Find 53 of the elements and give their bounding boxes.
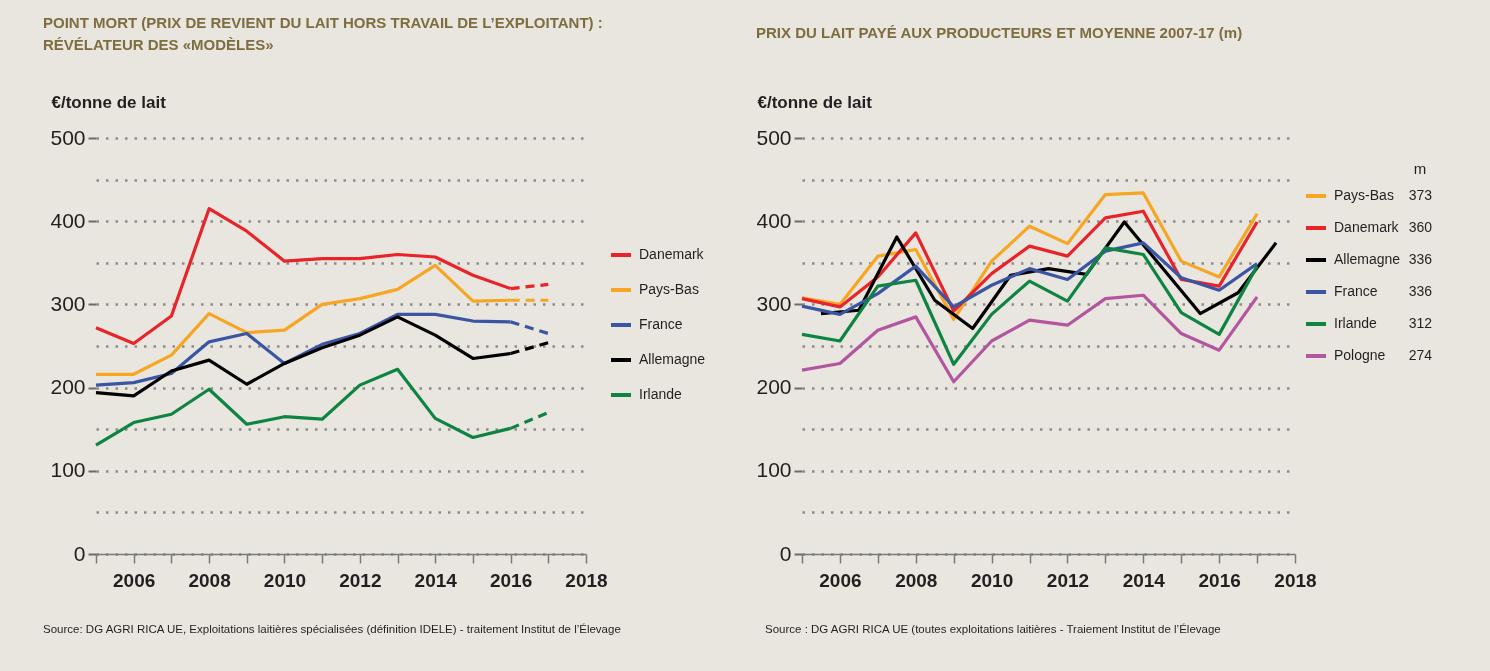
y-tick-label: 200 [50, 375, 86, 399]
x-tick-label: 2006 [819, 569, 862, 591]
x-tick-label: 2010 [263, 569, 307, 591]
x-tick-label: 2006 [113, 569, 156, 591]
legend-label: Pays-Bas [639, 281, 699, 297]
x-tick-label: 2018 [1274, 569, 1317, 591]
chart-title: PRIX DU LAIT PAYÉ AUX PRODUCTEURS ET MOYENNE 2007-17 (m) [755, 24, 1243, 41]
y-tick-label: 0 [779, 541, 792, 565]
y-axis-title: €/tonne de lait [51, 92, 167, 112]
legend-label: France [639, 316, 683, 332]
chart-title: POINT MORT (PRIX DE REVIENT DU LAIT HORS TRAVAIL DE L’EXPLOITANT) : RÉVÉLATEUR DES «MODÈLES» [43, 14, 603, 53]
text: 336 [1408, 251, 1433, 267]
line-series [800, 293, 1259, 384]
x-tick-label: 2018 [565, 569, 608, 591]
text: 274 [1408, 347, 1433, 363]
legend-label: Allemagne [1334, 251, 1401, 267]
text: 373 [1408, 187, 1433, 203]
line-series [800, 241, 1259, 316]
y-tick-label: 300 [756, 291, 792, 315]
x-tick-label: 2014 [1122, 569, 1166, 591]
source-note: Source : DG AGRI RICA UE (toutes exploitations laitières - Traiement Institut de l’Élevage [765, 623, 1221, 635]
x-tick-label: 2012 [1046, 569, 1090, 591]
legend-title: m [1413, 160, 1427, 177]
text: 312 [1408, 315, 1433, 331]
y-tick-label: 200 [756, 375, 792, 399]
y-tick-label: 300 [50, 291, 86, 315]
text: 360 [1408, 219, 1433, 235]
y-tick-label: 500 [756, 125, 792, 149]
y-tick-label: 100 [756, 458, 792, 482]
legend-label: France [1334, 283, 1378, 299]
legend-label: Danemark [639, 246, 705, 262]
y-tick-label: 500 [50, 125, 86, 149]
x-tick-label: 2008 [188, 569, 231, 591]
legend-label: Pologne [1334, 347, 1386, 363]
y-axis-title: €/tonne de lait [757, 92, 873, 112]
x-tick-label: 2016 [1198, 569, 1241, 591]
source-note: Source: DG AGRI RICA UE, Exploitations laitières spécialisées (définition IDELE) - traitement Institut de l’Élevage [43, 623, 621, 635]
y-tick-label: 0 [73, 541, 86, 565]
y-tick-label: 400 [756, 208, 792, 232]
legend-label: Danemark [1334, 219, 1400, 235]
legend-label: Irlande [639, 386, 683, 402]
legend-label: Pays-Bas [1334, 187, 1394, 203]
x-tick-label: 2010 [970, 569, 1014, 591]
x-tick-label: 2014 [414, 569, 458, 591]
y-tick-label: 400 [50, 208, 86, 232]
x-tick-label: 2012 [339, 569, 382, 591]
y-tick-label: 100 [50, 458, 86, 482]
x-tick-label: 2016 [489, 569, 533, 591]
legend-label: Irlande [1334, 315, 1378, 331]
line-series [800, 246, 1259, 366]
x-tick-label: 2008 [895, 569, 938, 591]
text: 336 [1408, 283, 1433, 299]
legend-label: Allemagne [639, 351, 706, 367]
